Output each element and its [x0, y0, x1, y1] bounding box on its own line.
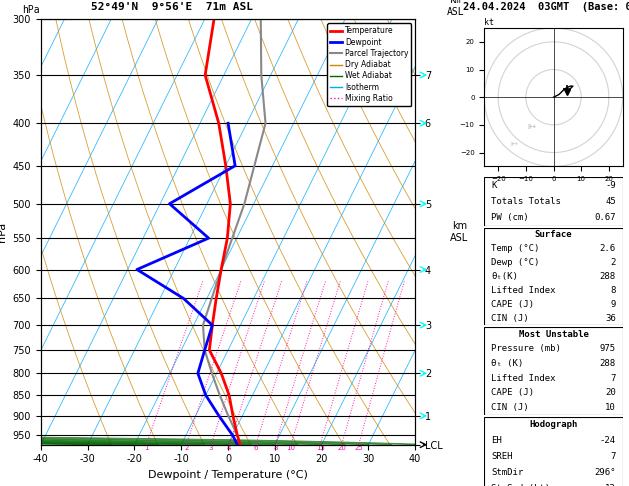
Text: 15: 15 [316, 445, 325, 451]
Text: 24.04.2024  03GMT  (Base: 00): 24.04.2024 03GMT (Base: 00) [463, 2, 629, 12]
Text: 2: 2 [184, 445, 189, 451]
Text: 3: 3 [209, 445, 213, 451]
Text: θₜ (K): θₜ (K) [491, 359, 523, 368]
Text: Totals Totals: Totals Totals [491, 197, 561, 206]
Text: 25: 25 [354, 445, 363, 451]
Text: 13: 13 [605, 484, 616, 486]
Text: K: K [491, 181, 497, 190]
Text: ➳: ➳ [526, 122, 535, 132]
Text: StmSpd (kt): StmSpd (kt) [491, 484, 550, 486]
Text: 288: 288 [599, 272, 616, 281]
Text: StmDir: StmDir [491, 468, 523, 477]
Text: 6: 6 [253, 445, 258, 451]
Text: Temp (°C): Temp (°C) [491, 244, 540, 253]
Text: 288: 288 [599, 359, 616, 368]
Y-axis label: hPa: hPa [0, 222, 7, 242]
Text: 7: 7 [610, 452, 616, 461]
Text: Lifted Index: Lifted Index [491, 374, 556, 382]
Text: 8: 8 [610, 286, 616, 295]
Text: 20: 20 [337, 445, 346, 451]
Text: Surface: Surface [535, 230, 572, 240]
X-axis label: Dewpoint / Temperature (°C): Dewpoint / Temperature (°C) [148, 470, 308, 480]
Text: 20: 20 [605, 388, 616, 397]
Text: ➳: ➳ [509, 139, 518, 149]
Y-axis label: km
ASL: km ASL [450, 221, 469, 243]
Text: Hodograph: Hodograph [530, 420, 577, 429]
Text: 975: 975 [599, 345, 616, 353]
Text: kt: kt [484, 18, 494, 27]
Text: 2: 2 [610, 258, 616, 267]
Text: Most Unstable: Most Unstable [518, 330, 589, 339]
Text: 52°49'N  9°56'E  71m ASL: 52°49'N 9°56'E 71m ASL [91, 2, 253, 12]
Text: SREH: SREH [491, 452, 513, 461]
Text: EH: EH [491, 436, 502, 445]
Text: θₜ(K): θₜ(K) [491, 272, 518, 281]
Text: CAPE (J): CAPE (J) [491, 388, 534, 397]
Text: 8: 8 [273, 445, 277, 451]
Text: PW (cm): PW (cm) [491, 213, 529, 223]
Text: 36: 36 [605, 313, 616, 323]
Text: 0.67: 0.67 [594, 213, 616, 223]
Text: Lifted Index: Lifted Index [491, 286, 556, 295]
Text: 10: 10 [605, 403, 616, 412]
Text: 10: 10 [286, 445, 296, 451]
Text: 7: 7 [610, 374, 616, 382]
Text: CIN (J): CIN (J) [491, 403, 529, 412]
Text: -24: -24 [599, 436, 616, 445]
Text: 296°: 296° [594, 468, 616, 477]
Text: km
ASL: km ASL [447, 0, 465, 17]
Text: CAPE (J): CAPE (J) [491, 300, 534, 309]
Text: 45: 45 [605, 197, 616, 206]
Text: -9: -9 [605, 181, 616, 190]
Text: 9: 9 [610, 300, 616, 309]
Text: CIN (J): CIN (J) [491, 313, 529, 323]
Text: hPa: hPa [22, 4, 40, 15]
Text: Pressure (mb): Pressure (mb) [491, 345, 561, 353]
Text: Dewp (°C): Dewp (°C) [491, 258, 540, 267]
Legend: Temperature, Dewpoint, Parcel Trajectory, Dry Adiabat, Wet Adiabat, Isotherm, Mi: Temperature, Dewpoint, Parcel Trajectory… [327, 23, 411, 106]
Text: 4: 4 [227, 445, 231, 451]
Text: 1: 1 [144, 445, 148, 451]
Text: 2.6: 2.6 [599, 244, 616, 253]
